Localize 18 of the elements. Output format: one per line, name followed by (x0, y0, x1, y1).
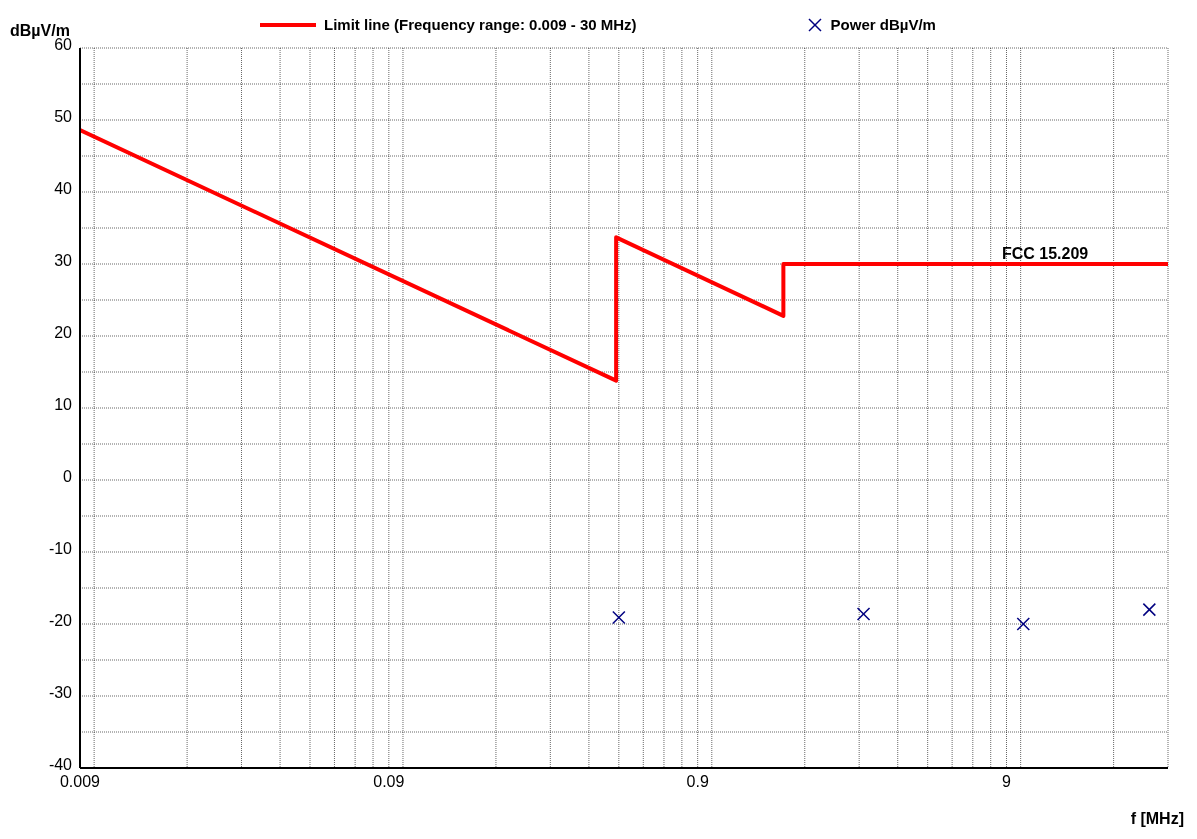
x-tick-label: 9 (1002, 773, 1012, 791)
y-tick-label: 40 (54, 179, 73, 197)
legend-label: Power dBµV/m (830, 16, 936, 33)
y-tick-label: 20 (54, 323, 73, 341)
y-tick-label: -40 (48, 755, 73, 773)
y-tick-label: -30 (48, 683, 73, 701)
y-tick-label: 50 (54, 107, 73, 125)
x-tick-label: 0.9 (686, 773, 709, 791)
annotation: FCC 15.209 (1001, 245, 1089, 262)
legend-label: Limit line (Frequency range: 0.009 - 30 MHz) (324, 16, 637, 33)
y-tick-label: 0 (63, 467, 73, 485)
y-tick-label: -20 (48, 611, 73, 629)
y-tick-label: 10 (54, 395, 73, 413)
y-tick-label: 30 (54, 251, 73, 269)
x-tick-label: 0.009 (59, 773, 101, 791)
x-tick-label: 0.09 (373, 773, 405, 791)
x-axis-title: f [MHz] (1130, 810, 1184, 828)
y-tick-label: -10 (48, 539, 73, 557)
